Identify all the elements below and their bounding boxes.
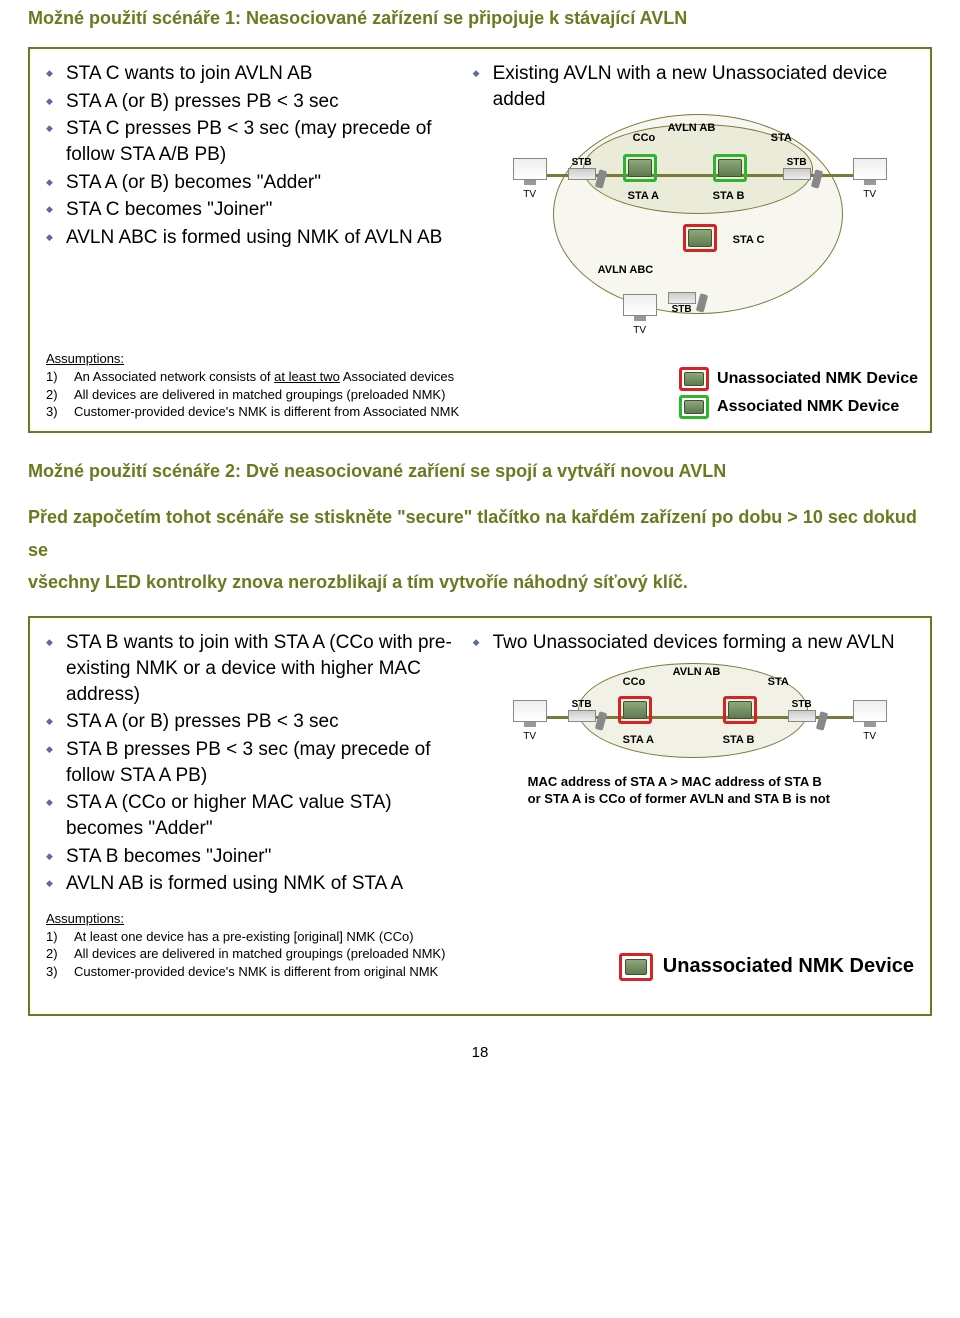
assumption: Customer-provided device's NMK is differ… <box>46 963 523 981</box>
legend-2: Unassociated NMK Device <box>619 953 914 981</box>
avln-diagram-1: AVLN AB CCo STA STA A STA B STA C AVLN A… <box>473 114 914 339</box>
remote-icon <box>815 711 827 730</box>
step: STA B becomes "Joiner" <box>46 844 463 870</box>
step: STA C wants to join AVLN AB <box>46 61 463 87</box>
diagram-title-2: Two Unassociated devices forming a new A… <box>473 630 914 656</box>
step: STA C becomes "Joiner" <box>46 197 463 223</box>
tv-right: TV <box>853 158 887 188</box>
label-cco-2: CCo <box>623 676 646 688</box>
page-number: 18 <box>28 1044 932 1061</box>
plc-sta-b <box>713 154 747 182</box>
scenario-2-heading-block: Možné použití scénáře 2: Dvě neasociovan… <box>28 455 932 599</box>
diagram-title-text-2: Two Unassociated devices forming a new A… <box>473 630 914 656</box>
label-sta-b-2: STA B <box>723 734 755 746</box>
avln-diagram-2: AVLN AB CCo STA STA A STA B STB STB TV T… <box>473 658 914 828</box>
assumptions-head-2: Assumptions: <box>46 911 523 926</box>
legend-swatch-green <box>679 395 709 419</box>
label-cco: CCo <box>633 132 656 144</box>
label-avln-ab-2: AVLN AB <box>673 666 721 678</box>
stb-bottom: STB <box>668 292 696 304</box>
assumptions-head: Assumptions: <box>46 351 914 366</box>
assumption: At least one device has a pre-existing [… <box>46 928 523 946</box>
step: STA A (or B) presses PB < 3 sec <box>46 709 463 735</box>
scenario-2-note-2: všechny LED kontrolky znova nerozblikají… <box>28 566 932 598</box>
diagram-title-text: Existing AVLN with a new Unassociated de… <box>473 61 914 112</box>
stb-left: STB <box>568 168 596 180</box>
label-avln-abc: AVLN ABC <box>598 264 654 276</box>
plc-sta-c <box>683 224 717 252</box>
tv-left: TV <box>513 158 547 188</box>
stb-right: STB <box>783 168 811 180</box>
step: STA B wants to join with STA A (CCo with… <box>46 630 463 707</box>
assumptions-list-2: At least one device has a pre-existing [… <box>46 928 523 981</box>
scenario-1-heading: Možné použití scénáře 1: Neasociované za… <box>28 8 932 29</box>
label-sta-b: STA B <box>713 190 745 202</box>
scenario-1-steps: STA C wants to join AVLN AB STA A (or B)… <box>46 61 463 250</box>
scenario-2-steps: STA B wants to join with STA A (CCo with… <box>46 630 463 896</box>
label-sta-2: STA <box>768 676 789 688</box>
label-sta-a: STA A <box>628 190 659 202</box>
legend-label-unassoc-2: Unassociated NMK Device <box>663 955 914 978</box>
label-sta-a-2: STA A <box>623 734 654 746</box>
legend-swatch-red <box>679 367 709 391</box>
plc-sta-b-2 <box>723 696 757 724</box>
step: STA B presses PB < 3 sec (may precede of… <box>46 737 463 788</box>
step: STA A (or B) becomes "Adder" <box>46 170 463 196</box>
mac-note: MAC address of STA A > MAC address of ST… <box>528 774 908 808</box>
legend-1: Unassociated NMK Device Associated NMK D… <box>679 367 918 423</box>
scenario-2-panel: STA B wants to join with STA A (CCo with… <box>28 616 932 1016</box>
tv-right-2: TV <box>853 700 887 730</box>
label-avln-ab: AVLN AB <box>668 122 716 134</box>
step: STA A (or B) presses PB < 3 sec <box>46 89 463 115</box>
diagram-title: Existing AVLN with a new Unassociated de… <box>473 61 914 112</box>
step: AVLN AB is formed using NMK of STA A <box>46 871 463 897</box>
label-sta: STA <box>771 132 792 144</box>
step: STA C presses PB < 3 sec (may precede of… <box>46 116 463 167</box>
plc-sta-a-2 <box>618 696 652 724</box>
stb-left-2: STB <box>568 710 596 722</box>
tv-left-2: TV <box>513 700 547 730</box>
step: STA A (CCo or higher MAC value STA) beco… <box>46 790 463 841</box>
plc-sta-a <box>623 154 657 182</box>
legend-swatch-red-2 <box>619 953 653 981</box>
scenario-1-panel: STA C wants to join AVLN AB STA A (or B)… <box>28 47 932 433</box>
scenario-2-heading: Možné použití scénáře 2: Dvě neasociovan… <box>28 455 932 487</box>
stb-right-2: STB <box>788 710 816 722</box>
legend-label-unassoc: Unassociated NMK Device <box>717 370 918 388</box>
step: AVLN ABC is formed using NMK of AVLN AB <box>46 225 463 251</box>
assumption: All devices are delivered in matched gro… <box>46 945 523 963</box>
scenario-2-note-1: Před započetím tohot scénáře se stisknět… <box>28 501 932 566</box>
legend-label-assoc: Associated NMK Device <box>717 398 899 416</box>
tv-bottom: TV <box>623 294 657 324</box>
label-sta-c: STA C <box>733 234 765 246</box>
